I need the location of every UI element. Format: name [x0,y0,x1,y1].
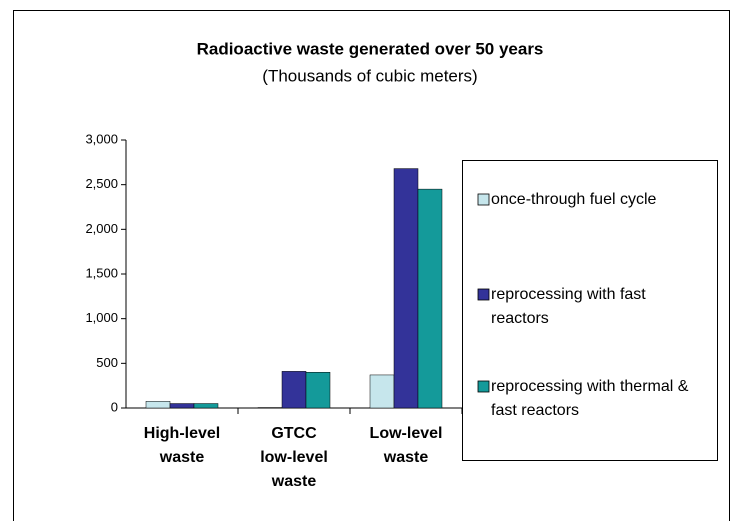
y-tick-label: 2,500 [85,176,118,191]
legend-label-box: reprocessing with thermal & fast reactor… [491,378,689,419]
x-tick-label-box: GTCC low-level waste [260,425,328,490]
bar [369,374,395,409]
y-tick-label: 1,500 [85,265,118,280]
y-tick-label: 3,000 [85,131,118,146]
y-tick-label: 2,000 [85,221,118,236]
bar [169,403,195,409]
legend-label: once-through fuel cycle [491,191,657,208]
legend-label: reprocessing with thermal & fast reactor… [491,378,689,419]
x-tick-label-box: High-level waste [143,425,221,466]
x-tick-label: GTCC low-level waste [260,425,328,490]
x-tick-label: Low-level waste [369,425,443,466]
bar [281,371,307,409]
bar [145,401,171,409]
bar [193,403,219,409]
bar [393,168,419,409]
legend-frame [462,160,718,461]
chart-subtitle: (Thousands of cubic meters) [262,66,477,85]
legend-swatch [477,380,490,393]
bar [417,188,443,409]
x-tick-label-box: Low-level waste [369,425,443,466]
legend-swatch [477,288,490,301]
bar [305,372,331,409]
legend-swatch [477,193,490,206]
y-tick-label: 0 [111,399,118,414]
y-tick-label: 500 [96,355,118,370]
legend-label-box: reprocessing with fast reactors [491,286,646,327]
x-tick-label: High-level waste [143,425,221,466]
legend-label-box: once-through fuel cycle [491,191,657,208]
chart-title: Radioactive waste generated over 50 year… [197,39,544,58]
y-tick-label: 1,000 [85,310,118,325]
legend-label: reprocessing with fast reactors [491,286,646,327]
